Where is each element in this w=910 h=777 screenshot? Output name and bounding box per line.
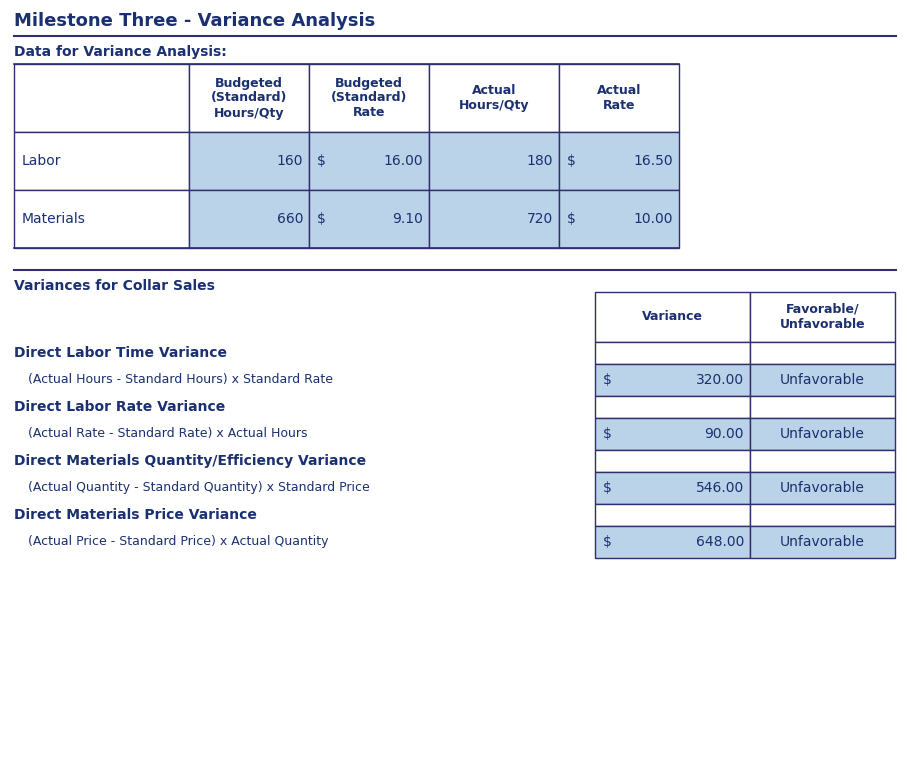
Text: Materials: Materials — [22, 212, 86, 226]
Text: $: $ — [603, 373, 612, 387]
Bar — [595, 292, 750, 342]
Text: 16.50: 16.50 — [633, 154, 673, 168]
Bar — [595, 450, 750, 472]
Text: $: $ — [317, 154, 326, 168]
Bar — [750, 292, 895, 342]
Text: Direct Labor Rate Variance: Direct Labor Rate Variance — [14, 400, 226, 414]
Bar — [595, 396, 750, 418]
Text: Variances for Collar Sales: Variances for Collar Sales — [14, 279, 215, 293]
Bar — [429, 132, 559, 190]
Text: 660: 660 — [277, 212, 303, 226]
Bar — [595, 364, 750, 396]
Text: (Actual Quantity - Standard Quantity) x Standard Price: (Actual Quantity - Standard Quantity) x … — [28, 482, 369, 494]
Text: 9.10: 9.10 — [392, 212, 423, 226]
Text: 180: 180 — [527, 154, 553, 168]
Text: 648.00: 648.00 — [695, 535, 744, 549]
Text: Direct Materials Quantity/Efficiency Variance: Direct Materials Quantity/Efficiency Var… — [14, 454, 366, 468]
Text: (Actual Rate - Standard Rate) x Actual Hours: (Actual Rate - Standard Rate) x Actual H… — [28, 427, 308, 441]
Text: $: $ — [567, 212, 576, 226]
Bar — [595, 472, 750, 504]
Bar — [559, 132, 679, 190]
Text: Budgeted
(Standard)
Rate: Budgeted (Standard) Rate — [331, 76, 407, 120]
Text: Direct Labor Time Variance: Direct Labor Time Variance — [14, 346, 227, 360]
Text: $: $ — [317, 212, 326, 226]
Bar — [750, 526, 895, 558]
Bar — [559, 64, 679, 132]
Bar — [750, 450, 895, 472]
Bar — [595, 342, 750, 364]
Text: Unfavorable: Unfavorable — [780, 373, 864, 387]
Bar — [309, 64, 429, 132]
Bar — [750, 504, 895, 526]
Bar — [14, 64, 189, 132]
Bar — [750, 472, 895, 504]
Text: Milestone Three - Variance Analysis: Milestone Three - Variance Analysis — [14, 12, 375, 30]
Text: Actual
Rate: Actual Rate — [597, 84, 642, 112]
Bar — [595, 418, 750, 450]
Text: Labor: Labor — [22, 154, 62, 168]
Text: Direct Materials Price Variance: Direct Materials Price Variance — [14, 508, 257, 522]
Text: $: $ — [603, 535, 612, 549]
Bar — [559, 190, 679, 248]
Text: 10.00: 10.00 — [633, 212, 673, 226]
Bar — [14, 132, 189, 190]
Bar — [189, 132, 309, 190]
Bar — [429, 64, 559, 132]
Text: (Actual Price - Standard Price) x Actual Quantity: (Actual Price - Standard Price) x Actual… — [28, 535, 329, 549]
Text: 16.00: 16.00 — [383, 154, 423, 168]
Text: Unfavorable: Unfavorable — [780, 481, 864, 495]
Bar — [750, 396, 895, 418]
Bar — [750, 364, 895, 396]
Text: (Actual Hours - Standard Hours) x Standard Rate: (Actual Hours - Standard Hours) x Standa… — [28, 374, 333, 386]
Bar — [309, 190, 429, 248]
Bar — [750, 342, 895, 364]
Bar — [189, 64, 309, 132]
Text: Favorable/
Unfavorable: Favorable/ Unfavorable — [780, 303, 865, 331]
Bar — [429, 190, 559, 248]
Text: Unfavorable: Unfavorable — [780, 427, 864, 441]
Text: 546.00: 546.00 — [696, 481, 744, 495]
Bar — [595, 504, 750, 526]
Bar — [309, 132, 429, 190]
Text: 320.00: 320.00 — [696, 373, 744, 387]
Text: 720: 720 — [527, 212, 553, 226]
Text: $: $ — [567, 154, 576, 168]
Bar — [750, 418, 895, 450]
Text: Variance: Variance — [642, 311, 703, 323]
Text: Data for Variance Analysis:: Data for Variance Analysis: — [14, 45, 227, 59]
Text: 160: 160 — [277, 154, 303, 168]
Text: 90.00: 90.00 — [704, 427, 744, 441]
Text: Actual
Hours/Qty: Actual Hours/Qty — [459, 84, 530, 112]
Text: $: $ — [603, 481, 612, 495]
Text: Budgeted
(Standard)
Hours/Qty: Budgeted (Standard) Hours/Qty — [211, 76, 288, 120]
Bar — [189, 190, 309, 248]
Text: $: $ — [603, 427, 612, 441]
Text: Unfavorable: Unfavorable — [780, 535, 864, 549]
Bar — [595, 526, 750, 558]
Bar — [14, 190, 189, 248]
